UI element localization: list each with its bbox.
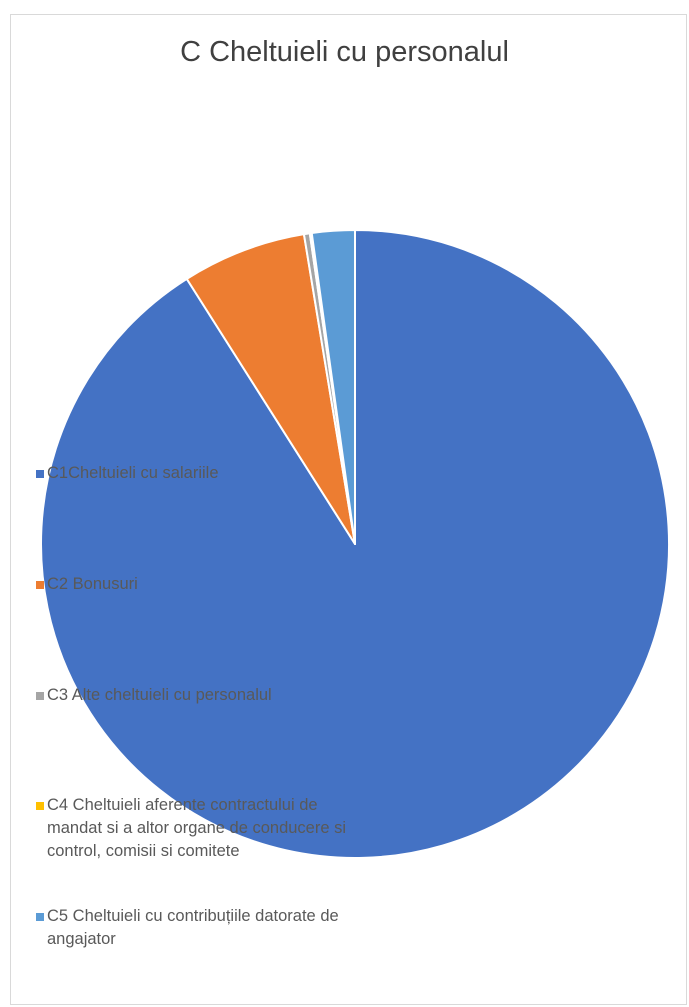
legend-label-c1: C1Cheltuieli cu salariile [47, 464, 219, 482]
chart-title: C Cheltuieli cu personalul [180, 36, 509, 68]
legend-swatch-c3 [36, 692, 44, 700]
legend-label-c5: C5 Cheltuieli cu contribuțiile datorate … [47, 907, 339, 948]
legend-label-c4: C4 Cheltuieli aferente contractului de m… [47, 796, 347, 860]
legend-label-c2: C2 Bonusuri [47, 575, 138, 593]
legend-item-c4: C4 Cheltuieli aferente contractului de m… [36, 794, 366, 863]
pie-slice-c2 [185, 233, 356, 545]
pie-slice-c5 [310, 229, 356, 545]
legend-item-c1: C1Cheltuieli cu salariile [36, 462, 366, 485]
legend-swatch-c2 [36, 581, 44, 589]
legend-swatch-c5 [36, 913, 44, 921]
legend-label-c3: C3 Alte cheltuieli cu personalul [47, 686, 272, 704]
legend-item-c5: C5 Cheltuieli cu contribuțiile datorate … [36, 905, 366, 951]
legend-item-c3: C3 Alte cheltuieli cu personalul [36, 684, 366, 707]
legend-swatch-c1 [36, 470, 44, 478]
legend-item-c2: C2 Bonusuri [36, 573, 366, 596]
legend-swatch-c4 [36, 802, 44, 810]
